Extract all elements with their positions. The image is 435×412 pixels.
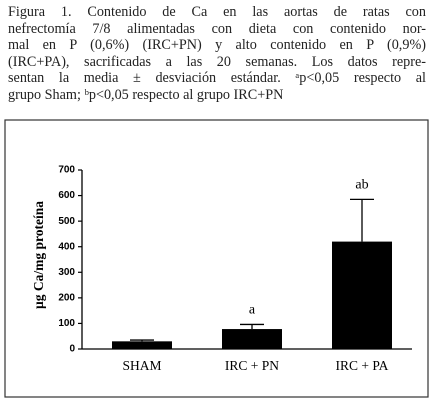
y-tick-label: 700 [58,165,75,176]
chart-frame [4,119,429,398]
y-axis-label: µg Ca/mg proteína [31,201,46,309]
caption: Figura 1. Contenido de Ca en las aortas … [8,4,426,104]
x-tick-label: IRC + PN [225,358,279,373]
caption-line: Figura 1. Contenido de Ca en las aortas … [8,4,426,20]
y-tick-label: 600 [58,190,75,201]
caption-line: sentan la media ± desviación estándar. ᵃ… [8,70,426,87]
caption-line: nefrectomía 7/8 alimentadas con dieta co… [8,20,426,37]
annotation: ab [355,178,368,193]
y-tick-label: 400 [58,241,75,252]
caption-line: grupo Sham; ᵇp<0,05 respecto al grupo IR… [8,86,284,103]
caption-line: mal en P (0,6%) (IRC+PN) y alto contenid… [8,37,426,54]
bar [222,329,282,349]
bar [332,241,392,349]
y-tick-label: 300 [58,267,75,278]
x-tick-label: IRC + PA [336,358,389,373]
y-tick-label: 100 [58,318,75,329]
y-tick-label: 200 [58,292,75,303]
y-tick-label: 0 [69,344,75,355]
bar [112,341,172,349]
caption-line: (IRC+PA), sacrificadas a las 20 semanas.… [8,53,426,70]
annotation: a [249,303,256,318]
y-tick-label: 500 [58,216,75,227]
x-tick-label: SHAM [122,358,161,373]
